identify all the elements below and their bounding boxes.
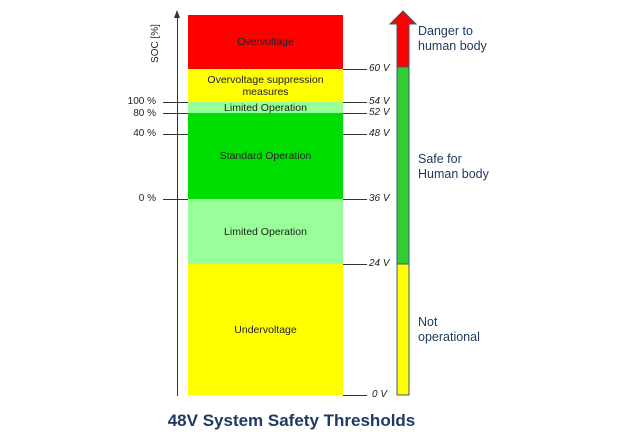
segment-overvoltage: Overvoltage: [188, 15, 343, 69]
voltage-label-60: 60 V: [369, 63, 390, 74]
soc-axis-arrow-icon: [174, 10, 180, 18]
voltage-tick: [343, 69, 367, 70]
safe-zone-bar: [396, 66, 410, 265]
soc-label-100: 100 %: [127, 96, 156, 107]
not-operational-zone-bar: [396, 263, 410, 396]
zone-label-not-operational: Not operational: [418, 315, 480, 344]
soc-label-40: 40 %: [133, 128, 156, 139]
page-title: 48V System Safety Thresholds: [167, 411, 416, 430]
segment-label: Overvoltage suppression measures: [207, 73, 324, 98]
soc-label-80: 80 %: [133, 108, 156, 119]
soc-tick: [163, 102, 188, 103]
soc-tick: [163, 134, 188, 135]
segment-label: Limited Operation: [224, 101, 307, 114]
soc-tick: [163, 113, 188, 114]
voltage-label-24: 24 V: [369, 258, 390, 269]
voltage-label-54: 54 V: [369, 96, 390, 107]
zone-label-safe: Safe for Human body: [418, 152, 489, 181]
voltage-label-36: 36 V: [369, 193, 390, 204]
segment-label: Standard Operation: [219, 150, 312, 162]
voltage-tick: [343, 113, 367, 114]
soc-axis-line: [177, 16, 178, 396]
voltage-tick: [343, 199, 367, 200]
voltage-label-0: 0 V: [372, 389, 388, 400]
soc-label-0: 0 %: [138, 193, 156, 204]
segment-label: Undervoltage: [234, 323, 297, 336]
zone-label-danger: Danger to human body: [418, 24, 487, 53]
segment-undervoltage: Undervoltage: [188, 264, 343, 395]
segment-label: Limited Operation: [224, 225, 307, 238]
voltage-tick: [343, 395, 367, 396]
soc-axis-label: SOC [%]: [149, 24, 161, 63]
voltage-tick: [343, 264, 367, 265]
voltage-tick: [343, 102, 367, 103]
segment-label: Overvoltage: [237, 36, 294, 48]
danger-arrow-icon: [388, 10, 418, 68]
segment-limited-operation-upper: Limited Operation: [188, 101, 343, 114]
soc-tick: [163, 199, 188, 200]
segment-limited-operation-lower: Limited Operation: [188, 199, 343, 264]
segment-standard-operation: Standard Operation: [188, 113, 343, 199]
voltage-label-52: 52 V: [369, 107, 390, 118]
segment-overvoltage-suppression: Overvoltage suppression measures: [188, 69, 343, 102]
safety-scale-arrow: [388, 10, 418, 396]
voltage-tick: [343, 134, 367, 135]
voltage-label-48: 48 V: [369, 128, 390, 139]
